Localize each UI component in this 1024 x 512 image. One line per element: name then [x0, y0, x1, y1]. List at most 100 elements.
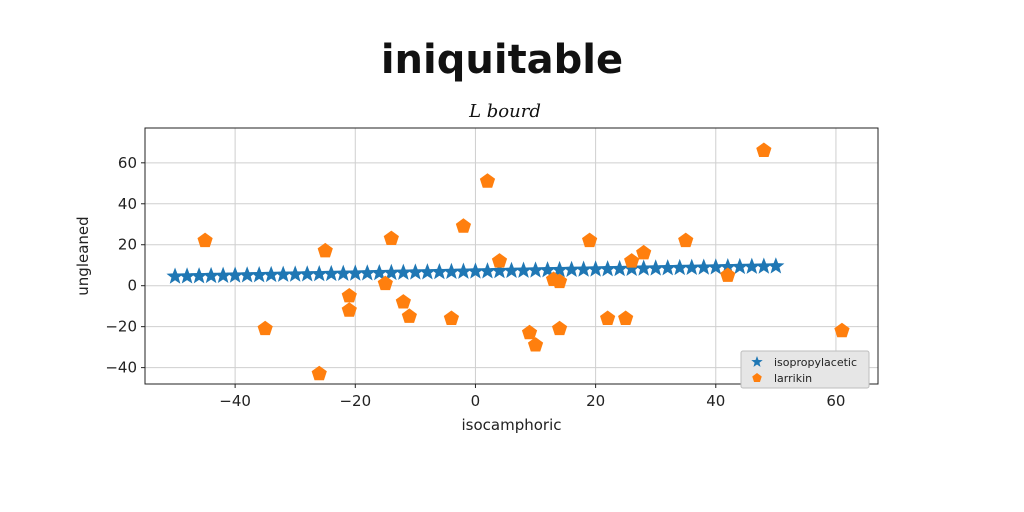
data-point: [418, 263, 436, 280]
data-point: [490, 261, 509, 279]
data-point: [401, 308, 417, 323]
data-point: [466, 262, 485, 279]
data-point: [600, 310, 616, 325]
legend-label: isopropylacetic: [774, 356, 857, 369]
y-tick-label: 0: [127, 277, 137, 295]
data-point: [526, 261, 545, 278]
data-point: [257, 320, 273, 336]
series-isopropylacetic: [166, 257, 785, 284]
data-point: [671, 258, 689, 276]
legend-marker: [752, 373, 762, 383]
data-point: [491, 253, 508, 268]
x-tick-label: 20: [586, 392, 605, 410]
data-point: [551, 320, 568, 336]
data-point: [582, 232, 598, 248]
data-point: [719, 258, 737, 275]
data-point: [636, 244, 652, 260]
data-point: [647, 259, 665, 276]
data-point: [346, 264, 364, 281]
y-tick-label: −20: [105, 318, 137, 336]
chart-title: iniquitable: [381, 37, 623, 83]
data-point: [274, 265, 292, 282]
x-tick-label: −20: [339, 392, 371, 410]
data-point: [382, 263, 400, 281]
x-tick-label: 60: [826, 392, 845, 410]
data-point: [527, 337, 544, 352]
plot-area: [166, 142, 850, 381]
x-axis-label: isocamphoric: [462, 416, 562, 434]
series-larrikin: [197, 142, 850, 381]
data-point: [286, 265, 304, 282]
data-point: [262, 265, 280, 283]
data-point: [623, 259, 641, 276]
data-point: [455, 218, 472, 233]
data-point: [755, 257, 773, 274]
data-point: [238, 266, 256, 283]
data-point: [395, 294, 411, 309]
data-point: [756, 142, 772, 157]
data-point: [551, 273, 568, 289]
x-tick-label: 40: [706, 392, 725, 410]
data-point: [479, 173, 496, 188]
data-point: [226, 266, 244, 283]
data-point: [341, 302, 357, 317]
data-point: [202, 266, 220, 284]
legend: isopropylacetic larrikin: [740, 350, 870, 389]
data-point: [599, 260, 617, 277]
data-point: [341, 287, 357, 303]
y-axis-label: ungleaned: [74, 216, 92, 295]
data-point: [611, 259, 629, 277]
chart-subtitle: L bourd: [468, 101, 541, 122]
data-point: [190, 267, 208, 284]
data-point: [310, 265, 328, 282]
data-point: [454, 262, 472, 279]
data-point: [624, 253, 640, 268]
data-point: [322, 264, 340, 282]
tick-labels: −40 −20 0 20 40 60 −40 −20 0 20 40 60: [105, 154, 845, 410]
data-point: [575, 260, 593, 277]
data-point: [406, 263, 424, 280]
data-point: [514, 261, 533, 278]
data-point: [442, 262, 460, 280]
data-point: [720, 267, 736, 282]
data-point: [618, 310, 634, 325]
data-point: [370, 264, 388, 281]
y-tick-label: 60: [118, 154, 137, 172]
data-point: [502, 261, 521, 279]
x-tick-label: 0: [471, 392, 481, 410]
data-point: [298, 265, 316, 282]
data-point: [695, 258, 713, 275]
data-point: [563, 260, 581, 277]
data-point: [635, 259, 653, 276]
data-point: [587, 260, 605, 277]
data-point: [178, 267, 196, 284]
legend-box: [740, 350, 870, 389]
y-tick-label: 40: [118, 195, 137, 213]
data-point: [521, 324, 538, 340]
data-point: [707, 258, 725, 275]
x-tick-label: −40: [219, 392, 251, 410]
legend-label: larrikin: [774, 372, 812, 385]
data-point: [358, 264, 376, 281]
data-point: [659, 259, 677, 276]
y-tick-label: −40: [105, 359, 137, 377]
data-point: [430, 262, 448, 280]
data-point: [478, 262, 497, 279]
data-point: [731, 257, 749, 275]
data-point: [377, 275, 393, 291]
data-point: [383, 230, 399, 246]
data-point: [538, 261, 557, 278]
grid: [145, 128, 878, 384]
data-point: [767, 257, 785, 274]
data-point: [334, 264, 352, 281]
legend-marker: [751, 356, 763, 367]
data-point: [311, 365, 327, 381]
data-point: [394, 263, 412, 280]
data-point: [683, 258, 701, 275]
data-point: [743, 257, 761, 274]
y-tick-label: 20: [118, 236, 137, 254]
data-point: [214, 266, 232, 283]
data-point: [197, 232, 213, 248]
data-point: [443, 310, 460, 325]
